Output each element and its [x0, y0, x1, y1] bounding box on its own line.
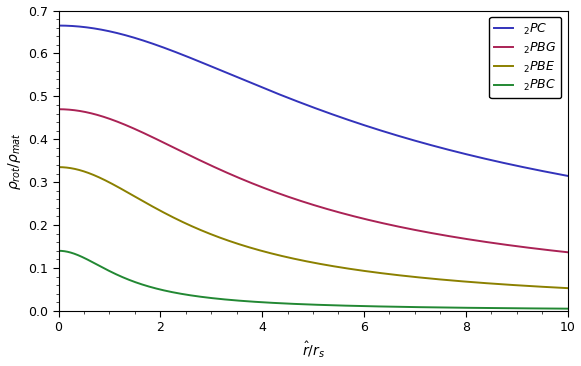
- Line: $_2PC$: $_2PC$: [59, 26, 568, 176]
- $_2PBC$: [299, 302, 306, 306]
- Legend: $_2PC$, $_2PBG$, $_2PBE$, $_2PBC$: $_2PC$, $_2PBG$, $_2PBE$, $_2PBC$: [489, 17, 561, 98]
- $_2PBE$: [257, 249, 264, 253]
- $_2PC$: [541, 169, 548, 173]
- $_2PBG$: [564, 250, 571, 254]
- $_2PBE$: [224, 238, 231, 242]
- $_2PBC$: [224, 298, 231, 302]
- $_2PBE$: [564, 286, 571, 290]
- $_2PBC$: [55, 249, 62, 253]
- $_2PC$: [55, 23, 62, 28]
- $_2PBG$: [541, 247, 548, 252]
- $_2PBE$: [55, 165, 62, 169]
- $_2PBE$: [299, 258, 306, 263]
- $_2PBE$: [541, 285, 548, 289]
- Y-axis label: $\rho_{rot}/\rho_{mat}$: $\rho_{rot}/\rho_{mat}$: [6, 132, 23, 190]
- Line: $_2PBE$: $_2PBE$: [59, 167, 568, 288]
- $_2PBG$: [364, 217, 371, 222]
- $_2PC$: [224, 71, 231, 75]
- $_2PBC$: [564, 306, 571, 311]
- Line: $_2PBG$: $_2PBG$: [59, 109, 568, 252]
- $_2PC$: [564, 173, 571, 178]
- $_2PBG$: [55, 107, 62, 111]
- $_2PBG$: [156, 139, 163, 143]
- $_2PBG$: [299, 199, 306, 204]
- $_2PBC$: [257, 300, 264, 305]
- $_2PC$: [156, 44, 163, 48]
- $_2PC$: [299, 101, 306, 106]
- $_2PC$: [364, 124, 371, 128]
- $_2PBE$: [156, 208, 163, 213]
- $_2PBC$: [541, 306, 548, 311]
- $_2PBC$: [364, 304, 371, 309]
- $_2PC$: [257, 85, 264, 89]
- $_2PBG$: [224, 171, 231, 175]
- X-axis label: $\hat{r}/r_s$: $\hat{r}/r_s$: [302, 340, 325, 361]
- $_2PBE$: [364, 269, 371, 273]
- $_2PBC$: [156, 287, 163, 292]
- Line: $_2PBC$: $_2PBC$: [59, 251, 568, 309]
- $_2PBG$: [257, 184, 264, 189]
